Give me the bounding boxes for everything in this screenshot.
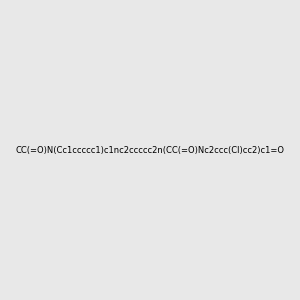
Text: CC(=O)N(Cc1ccccc1)c1nc2ccccc2n(CC(=O)Nc2ccc(Cl)cc2)c1=O: CC(=O)N(Cc1ccccc1)c1nc2ccccc2n(CC(=O)Nc2…	[16, 146, 284, 154]
